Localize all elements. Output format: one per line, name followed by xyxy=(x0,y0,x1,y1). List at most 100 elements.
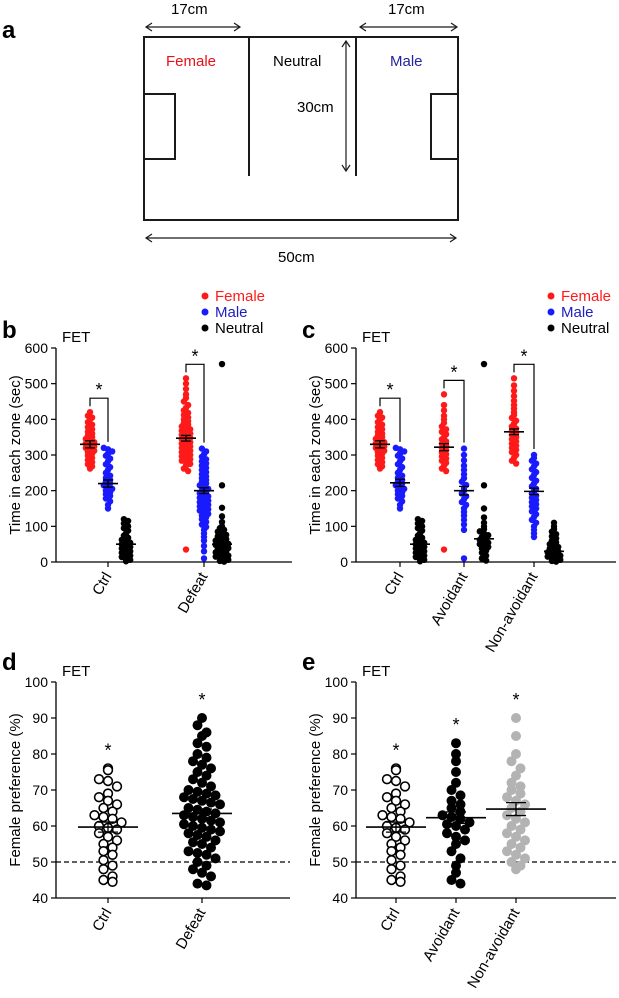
significance-star: * xyxy=(512,690,519,710)
data-point xyxy=(183,846,194,857)
y-tick-label: 80 xyxy=(332,746,348,762)
y-tick-label: 600 xyxy=(25,340,49,356)
data-point xyxy=(451,867,461,878)
data-point xyxy=(107,860,118,871)
data-point xyxy=(511,795,521,806)
data-point xyxy=(182,380,190,387)
data-point xyxy=(511,731,521,741)
data-point xyxy=(512,460,520,467)
data-point xyxy=(460,457,468,464)
data-point xyxy=(451,831,461,842)
legend-label-male: Male xyxy=(215,304,248,321)
data-point xyxy=(451,738,461,749)
data-point xyxy=(192,767,203,777)
data-point xyxy=(89,809,100,821)
data-point xyxy=(218,482,226,489)
y-tick-label: 100 xyxy=(25,518,49,534)
data-point xyxy=(197,713,207,723)
chart-title: FET xyxy=(362,329,390,346)
data-point xyxy=(197,731,207,741)
data-point xyxy=(399,799,411,810)
chart-panel-d: FET 40 50 60 70 80 90 100 Female preference (%) C… xyxy=(7,663,290,952)
data-point xyxy=(215,826,225,837)
zone-label-male: Male xyxy=(390,53,423,70)
data-point xyxy=(183,785,194,795)
data-point xyxy=(182,385,190,393)
significance-bracket xyxy=(89,397,109,442)
significance-star: * xyxy=(386,380,393,400)
data-point xyxy=(442,828,452,839)
data-point xyxy=(451,777,461,788)
y-tick-label: 60 xyxy=(332,818,348,834)
y-tick-label: 500 xyxy=(25,376,49,392)
data-point xyxy=(206,763,216,774)
data-point xyxy=(188,756,198,767)
data-point xyxy=(200,537,208,544)
y-tick-label: 600 xyxy=(325,340,349,356)
arrowhead xyxy=(233,22,242,32)
data-point xyxy=(446,875,457,885)
y-tick-label: 70 xyxy=(332,782,348,798)
data-point xyxy=(201,741,212,752)
data-point xyxy=(530,533,538,541)
data-point xyxy=(179,819,189,830)
data-point xyxy=(416,558,424,565)
data-point xyxy=(460,824,470,835)
data-point xyxy=(192,749,203,759)
zone-label-neutral: Neutral xyxy=(273,53,321,70)
y-tick-label: 100 xyxy=(325,674,349,690)
significance-bracket xyxy=(513,363,535,449)
data-point xyxy=(511,749,521,759)
legend-marker-neutral xyxy=(201,324,209,332)
data-point xyxy=(520,835,530,846)
y-tick-label: 90 xyxy=(332,710,348,726)
data-point xyxy=(179,792,189,803)
data-point xyxy=(206,824,216,835)
data-point xyxy=(395,849,406,860)
data-point xyxy=(179,810,189,821)
data-point xyxy=(390,764,402,776)
data-point xyxy=(111,781,123,792)
data-point xyxy=(192,878,203,889)
y-tick-label: 400 xyxy=(25,411,49,427)
panel-label-b: b xyxy=(2,317,17,344)
data-point xyxy=(107,813,118,824)
data-point xyxy=(386,854,397,866)
data-point xyxy=(98,845,109,857)
data-point xyxy=(455,790,466,801)
data-point xyxy=(390,795,402,806)
data-point xyxy=(511,831,521,842)
data-point xyxy=(98,854,109,866)
data-point xyxy=(502,792,512,803)
data-point xyxy=(386,874,397,886)
data-point xyxy=(218,360,226,368)
data-point xyxy=(197,759,207,770)
dim-label-height: 30cm xyxy=(297,99,334,116)
data-point xyxy=(218,513,226,520)
data-point xyxy=(93,773,105,785)
data-point xyxy=(440,401,448,409)
data-point xyxy=(399,781,411,792)
data-point xyxy=(201,849,212,860)
data-point xyxy=(111,799,123,810)
data-point xyxy=(206,781,216,792)
data-point xyxy=(201,831,212,842)
data-point xyxy=(455,878,466,889)
data-point xyxy=(460,521,468,528)
data-point xyxy=(460,555,468,562)
data-point xyxy=(210,790,221,801)
y-tick-label: 300 xyxy=(325,447,349,463)
panel-label-c: c xyxy=(302,317,315,344)
data-point xyxy=(180,398,188,405)
data-point xyxy=(215,799,225,810)
legend-marker-female xyxy=(201,292,209,300)
data-point xyxy=(552,558,560,565)
data-point xyxy=(451,767,461,777)
data-point xyxy=(377,809,388,821)
data-point xyxy=(460,516,468,524)
data-point xyxy=(93,791,105,803)
y-tick-label: 60 xyxy=(32,818,48,834)
significance-star: * xyxy=(191,346,198,366)
y-tick-label: 0 xyxy=(40,554,48,570)
y-tick-label: 70 xyxy=(32,782,48,798)
